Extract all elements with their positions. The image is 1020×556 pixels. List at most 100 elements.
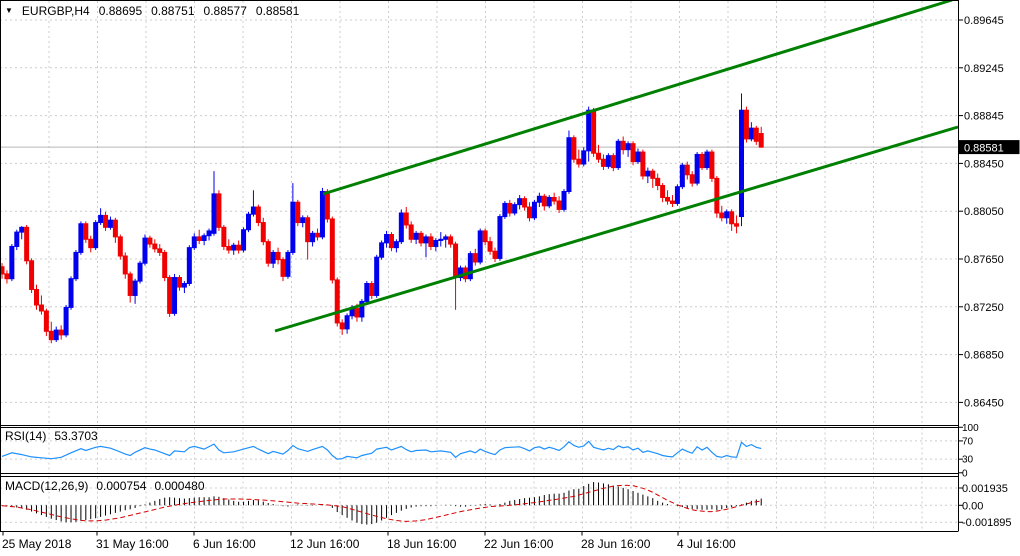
candle xyxy=(413,232,419,240)
candle xyxy=(93,222,99,249)
axis-labels: 0.89645 0.89245 0.88845 0.88450 0.88050 0.876… xyxy=(2,15,1012,551)
candle xyxy=(122,255,128,275)
ohlc-open: 0.88695 xyxy=(98,4,143,18)
candle xyxy=(630,143,636,163)
candle xyxy=(497,216,503,259)
candle xyxy=(201,235,207,241)
macd-axis-label: 0.001935 xyxy=(962,483,1008,495)
candle xyxy=(53,329,59,341)
current-price-tag-text: 0.88581 xyxy=(964,142,1004,154)
candle xyxy=(536,195,542,203)
candle xyxy=(354,308,360,318)
candle xyxy=(4,273,10,280)
macd-value: 0.000754 xyxy=(96,479,147,493)
price-axis-label: 0.88845 xyxy=(964,111,1004,123)
time-axis-label: 31 May 16:00 xyxy=(96,537,169,551)
candle xyxy=(285,251,291,277)
candle xyxy=(748,127,754,140)
candle xyxy=(68,278,74,308)
candle xyxy=(635,151,641,163)
time-axis-label: 28 Jun 16:00 xyxy=(581,537,651,551)
candle xyxy=(724,211,730,219)
candle xyxy=(319,190,325,238)
candle xyxy=(191,236,197,249)
symbol-dropdown-icon[interactable]: ▼ xyxy=(5,6,13,15)
candle xyxy=(600,158,606,167)
candle xyxy=(364,282,370,302)
candle xyxy=(374,256,380,296)
macd-title: MACD(12,26,9) xyxy=(5,479,89,493)
candle xyxy=(408,224,414,240)
candle xyxy=(63,306,69,336)
candle xyxy=(250,206,256,215)
ohlc-close: 0.88581 xyxy=(255,4,300,18)
candle xyxy=(645,170,651,177)
candle xyxy=(433,239,439,247)
candle xyxy=(58,329,64,336)
candle xyxy=(231,244,237,251)
candle xyxy=(457,267,463,279)
candle xyxy=(507,202,513,214)
candle xyxy=(729,211,735,225)
candle xyxy=(591,109,597,154)
candle xyxy=(443,236,449,240)
candle xyxy=(571,137,577,160)
candle xyxy=(472,253,478,263)
candle xyxy=(388,234,394,249)
macd-signal-line xyxy=(1,484,762,522)
candle xyxy=(369,282,375,296)
candle xyxy=(527,206,533,219)
candle xyxy=(196,236,202,241)
candle xyxy=(310,232,316,243)
time-axis-label: 25 May 2018 xyxy=(2,537,72,551)
candle xyxy=(615,140,621,169)
candle xyxy=(24,226,30,262)
candle xyxy=(551,196,557,202)
candle xyxy=(176,277,182,288)
candle xyxy=(162,251,168,279)
candle xyxy=(423,236,429,244)
candle xyxy=(246,213,251,231)
ohlc-high: 0.88751 xyxy=(151,4,195,18)
time-axis-label: 6 Jun 16:00 xyxy=(193,537,256,551)
candle xyxy=(43,310,49,332)
candle xyxy=(275,251,281,261)
candle xyxy=(517,198,523,206)
candle xyxy=(758,133,764,148)
candle xyxy=(448,236,454,245)
candle xyxy=(561,190,567,210)
candle xyxy=(167,277,173,314)
candle xyxy=(566,137,572,192)
candle xyxy=(709,151,715,179)
candle xyxy=(393,241,399,249)
candle xyxy=(98,214,104,224)
candle xyxy=(270,251,276,264)
macd-histogram xyxy=(1,482,762,525)
price-axis-label: 0.88450 xyxy=(964,158,1004,170)
candle xyxy=(295,201,301,224)
time-axis-label: 4 Jul 16:00 xyxy=(677,537,736,551)
candle xyxy=(38,304,44,312)
candle xyxy=(255,206,261,224)
candle xyxy=(88,238,94,249)
candle xyxy=(531,201,537,219)
price-axis-label: 0.86450 xyxy=(964,397,1004,409)
candle xyxy=(704,151,710,169)
candle xyxy=(339,322,345,330)
rsi-axis-label: 100 xyxy=(962,423,979,434)
candle xyxy=(206,230,212,237)
candle xyxy=(73,251,79,280)
candle xyxy=(216,193,222,228)
candle xyxy=(137,262,143,282)
candle xyxy=(625,143,631,151)
candle xyxy=(280,259,286,277)
candle xyxy=(334,279,340,324)
channel-upper-line xyxy=(322,0,953,196)
candle xyxy=(487,241,493,252)
candle xyxy=(344,315,350,330)
price-axis-label: 0.86850 xyxy=(964,350,1004,362)
macd-axis-label: 0.00 xyxy=(962,500,983,512)
